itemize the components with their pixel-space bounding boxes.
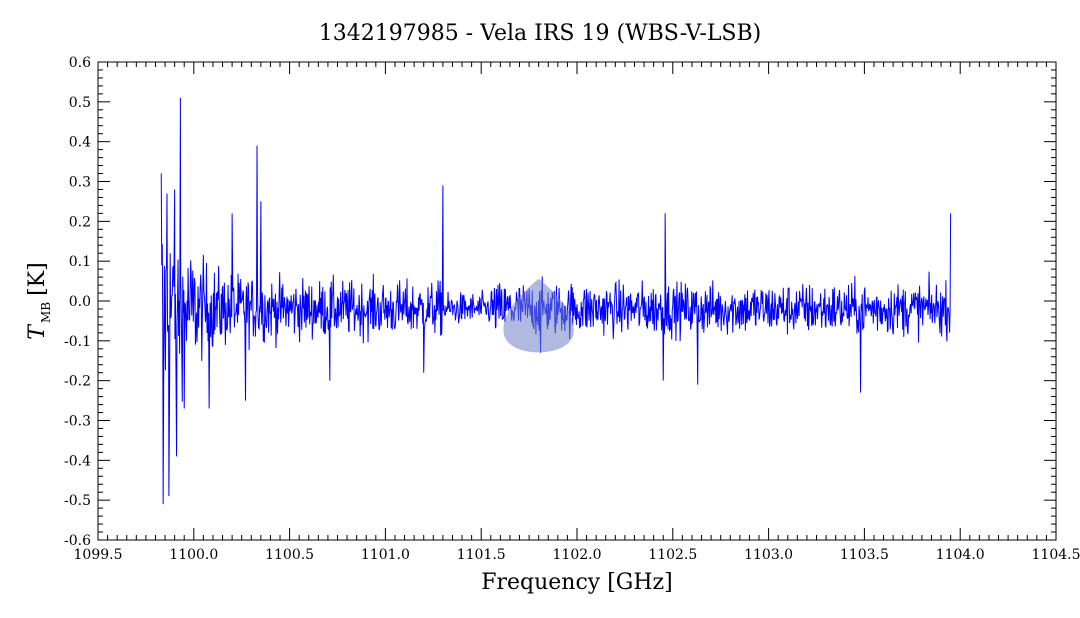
x-tick-label: 1099.5 <box>74 547 123 563</box>
x-tick-label: 1100.5 <box>265 547 314 563</box>
x-tick-label: 1104.5 <box>1032 547 1080 563</box>
plot-area <box>160 97 952 505</box>
y-tick-label: -0.3 <box>64 414 91 430</box>
y-tick-label: -0.5 <box>64 493 91 509</box>
y-axis-ticks: -0.6 -0.5 -0.4 -0.3 -0.2 -0.1 0.0 0.1 0.2 0.3 0.4 0… <box>64 55 1056 549</box>
y-tick-label: 0.1 <box>69 254 91 270</box>
x-tick-label: 1103.5 <box>840 547 889 563</box>
x-tick-label: 1102.0 <box>553 547 602 563</box>
y-tick-label: 0.4 <box>69 135 91 151</box>
y-tick-label: 0.2 <box>69 214 91 230</box>
x-tick-label: 1104.0 <box>936 547 985 563</box>
x-tick-label: 1102.5 <box>648 547 697 563</box>
x-tick-label: 1101.0 <box>361 547 410 563</box>
x-axis-ticks: 1099.5 1100.0 1100.5 1101.0 1101.5 1102.0 1102… <box>74 62 1080 563</box>
y-tick-label: -0.6 <box>64 533 91 549</box>
overlay-marker <box>503 278 574 353</box>
y-tick-label: 0.5 <box>69 95 91 111</box>
y-axis-title: TMB [K] <box>25 262 53 339</box>
chart-title: 1342197985 - Vela IRS 19 (WBS-V-LSB) <box>319 21 762 46</box>
y-axis-title-symbol: T <box>25 323 50 340</box>
y-tick-label: -0.1 <box>64 334 91 350</box>
y-tick-label: -0.4 <box>64 453 91 469</box>
y-axis-title-subscript: MB <box>39 302 53 323</box>
x-axis-title: Frequency [GHz] <box>481 570 673 595</box>
x-tick-label: 1100.0 <box>169 547 218 563</box>
y-tick-label: 0.3 <box>69 175 91 191</box>
y-tick-label: 0.6 <box>69 55 91 71</box>
y-tick-label: 0.0 <box>69 294 91 310</box>
svg-text:TMB[K]: TMB [K] <box>25 262 53 339</box>
y-tick-label: -0.2 <box>64 374 91 390</box>
y-axis-title-unit: [K] <box>25 262 50 296</box>
x-tick-label: 1103.0 <box>744 547 793 563</box>
x-tick-label: 1101.5 <box>457 547 506 563</box>
